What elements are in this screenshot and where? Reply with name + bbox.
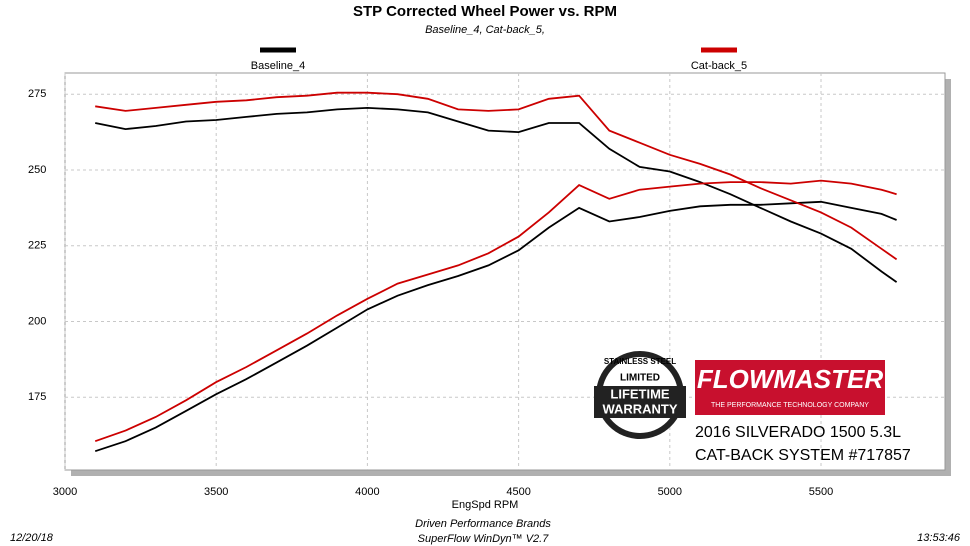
legend-label: Cat-back_5 xyxy=(691,60,747,72)
x-tick-label: 5500 xyxy=(809,486,833,498)
footer-software: SuperFlow WinDyn™ V2.7 xyxy=(418,533,550,545)
x-tick-label: 3500 xyxy=(204,486,228,498)
badge-band xyxy=(594,386,686,418)
series-line xyxy=(95,106,898,283)
y-tick-label: 200 xyxy=(28,315,46,327)
badge-line1: LIFETIME xyxy=(610,386,670,401)
x-tick-label: 4000 xyxy=(355,486,379,498)
badge-line2: WARRANTY xyxy=(602,401,677,416)
logo-box xyxy=(695,360,885,415)
subtitle: Baseline_4, Cat-back_5, xyxy=(425,24,545,36)
series-line xyxy=(94,200,897,453)
logo-brand: FLOWMASTER xyxy=(697,364,884,394)
y-tick-label: 175 xyxy=(28,391,46,403)
logo-vehicle: 2016 SILVERADO 1500 5.3L xyxy=(695,424,901,441)
y-tick-label: 225 xyxy=(28,240,46,252)
x-axis-label: EngSpd RPM xyxy=(452,499,519,511)
x-tick-label: 4500 xyxy=(506,486,530,498)
logo-tagline: THE PERFORMANCE TECHNOLOGY COMPANY xyxy=(711,402,869,409)
y-tick-label: 275 xyxy=(28,88,46,100)
logo: FLOWMASTER THE PERFORMANCE TECHNOLOGY CO… xyxy=(695,360,911,464)
footer-company: Driven Performance Brands xyxy=(415,518,551,530)
chart-title: STP Corrected Wheel Power vs. RPM xyxy=(353,3,617,20)
footer-date: 12/20/18 xyxy=(10,532,54,544)
logo-product: CAT-BACK SYSTEM #717857 xyxy=(695,447,911,464)
x-tick-label: 5000 xyxy=(658,486,682,498)
legend-label: Baseline_4 xyxy=(251,60,305,72)
footer-time: 13:53:46 xyxy=(917,532,961,544)
badge-middle: LIMITED xyxy=(620,373,660,384)
y-tick-label: 250 xyxy=(28,164,46,176)
badge-top: STAINLESS STEEL xyxy=(604,357,676,366)
series-line xyxy=(94,179,897,443)
badge: STAINLESS STEEL LIMITED LIFETIME WARRANT… xyxy=(594,351,686,439)
series-line xyxy=(95,91,898,261)
x-tick-label: 3000 xyxy=(53,486,77,498)
